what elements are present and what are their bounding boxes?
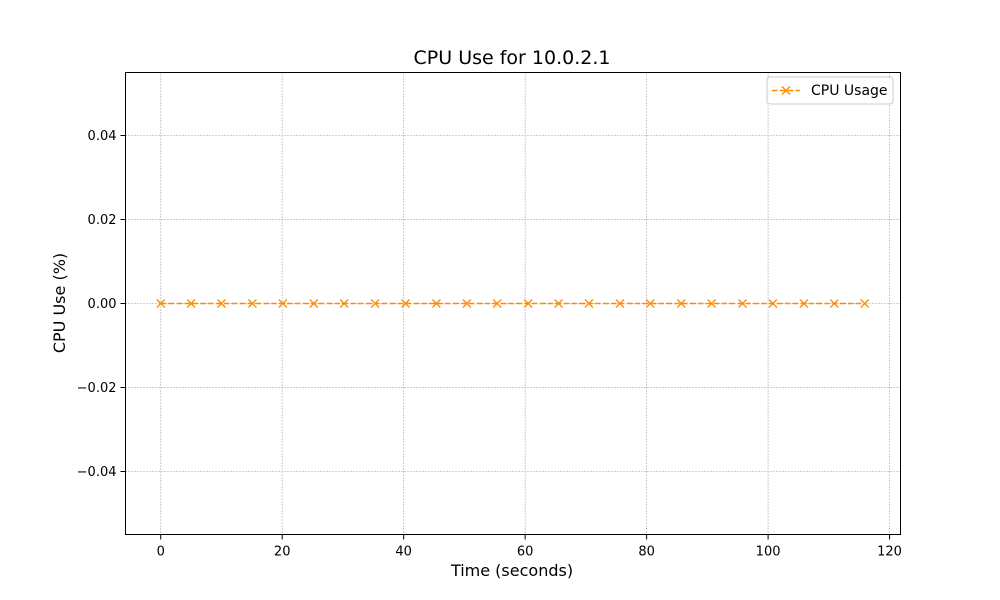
legend: CPU Usage	[766, 76, 894, 105]
data-point-x-marker	[370, 299, 380, 308]
data-point-x-marker	[645, 299, 655, 308]
x-axis-label: Time (seconds)	[450, 561, 573, 580]
data-point-x-marker	[309, 299, 319, 308]
data-point-x-marker	[707, 299, 717, 308]
data-point-x-marker	[584, 299, 594, 308]
y-tick-label: 0.00	[88, 297, 117, 312]
y-tick-label: 0.04	[88, 129, 117, 144]
data-point-x-marker	[492, 299, 502, 308]
data-point-x-marker	[217, 299, 226, 308]
data-point-x-marker	[860, 299, 870, 308]
legend-marker-x-icon	[781, 86, 791, 95]
data-point-x-marker	[615, 299, 625, 308]
data-point-x-marker	[523, 299, 533, 308]
x-tick-label: 80	[638, 545, 655, 560]
x-tick-label: 20	[274, 545, 291, 560]
y-axis-label: CPU Use (%)	[50, 253, 69, 353]
data-point-x-marker	[186, 299, 196, 308]
y-tick-label: −0.04	[77, 465, 117, 480]
data-point-x-marker	[462, 299, 472, 308]
x-tick-label: 120	[877, 545, 902, 560]
data-point-x-marker	[432, 299, 441, 308]
x-tick-label: 100	[756, 545, 781, 560]
x-tick-label: 60	[517, 545, 534, 560]
data-point-x-marker	[768, 299, 778, 308]
data-point-x-marker	[676, 299, 686, 308]
data-point-x-marker	[278, 299, 288, 308]
x-tick-label: 40	[395, 545, 412, 560]
data-point-x-marker	[554, 299, 564, 308]
axis-ticks: 0 20 40 60 80 100 120 −0.04 −0.02 0.00 0.02 0.04	[77, 129, 902, 560]
data-point-x-marker	[401, 299, 410, 308]
data-point-x-marker	[247, 299, 257, 308]
data-point-x-marker	[799, 299, 809, 308]
plot-series	[156, 299, 870, 308]
data-point-x-marker	[738, 299, 748, 308]
data-point-x-marker	[829, 299, 839, 308]
y-tick-label: 0.02	[88, 213, 117, 228]
y-tick-label: −0.02	[77, 381, 117, 396]
data-point-x-marker	[339, 299, 349, 308]
x-tick-label: 0	[157, 545, 165, 560]
legend-box	[766, 76, 894, 105]
chart-title: CPU Use for 10.0.2.1	[414, 47, 611, 69]
data-point-x-marker	[156, 299, 166, 308]
legend-label: CPU Usage	[811, 83, 888, 99]
